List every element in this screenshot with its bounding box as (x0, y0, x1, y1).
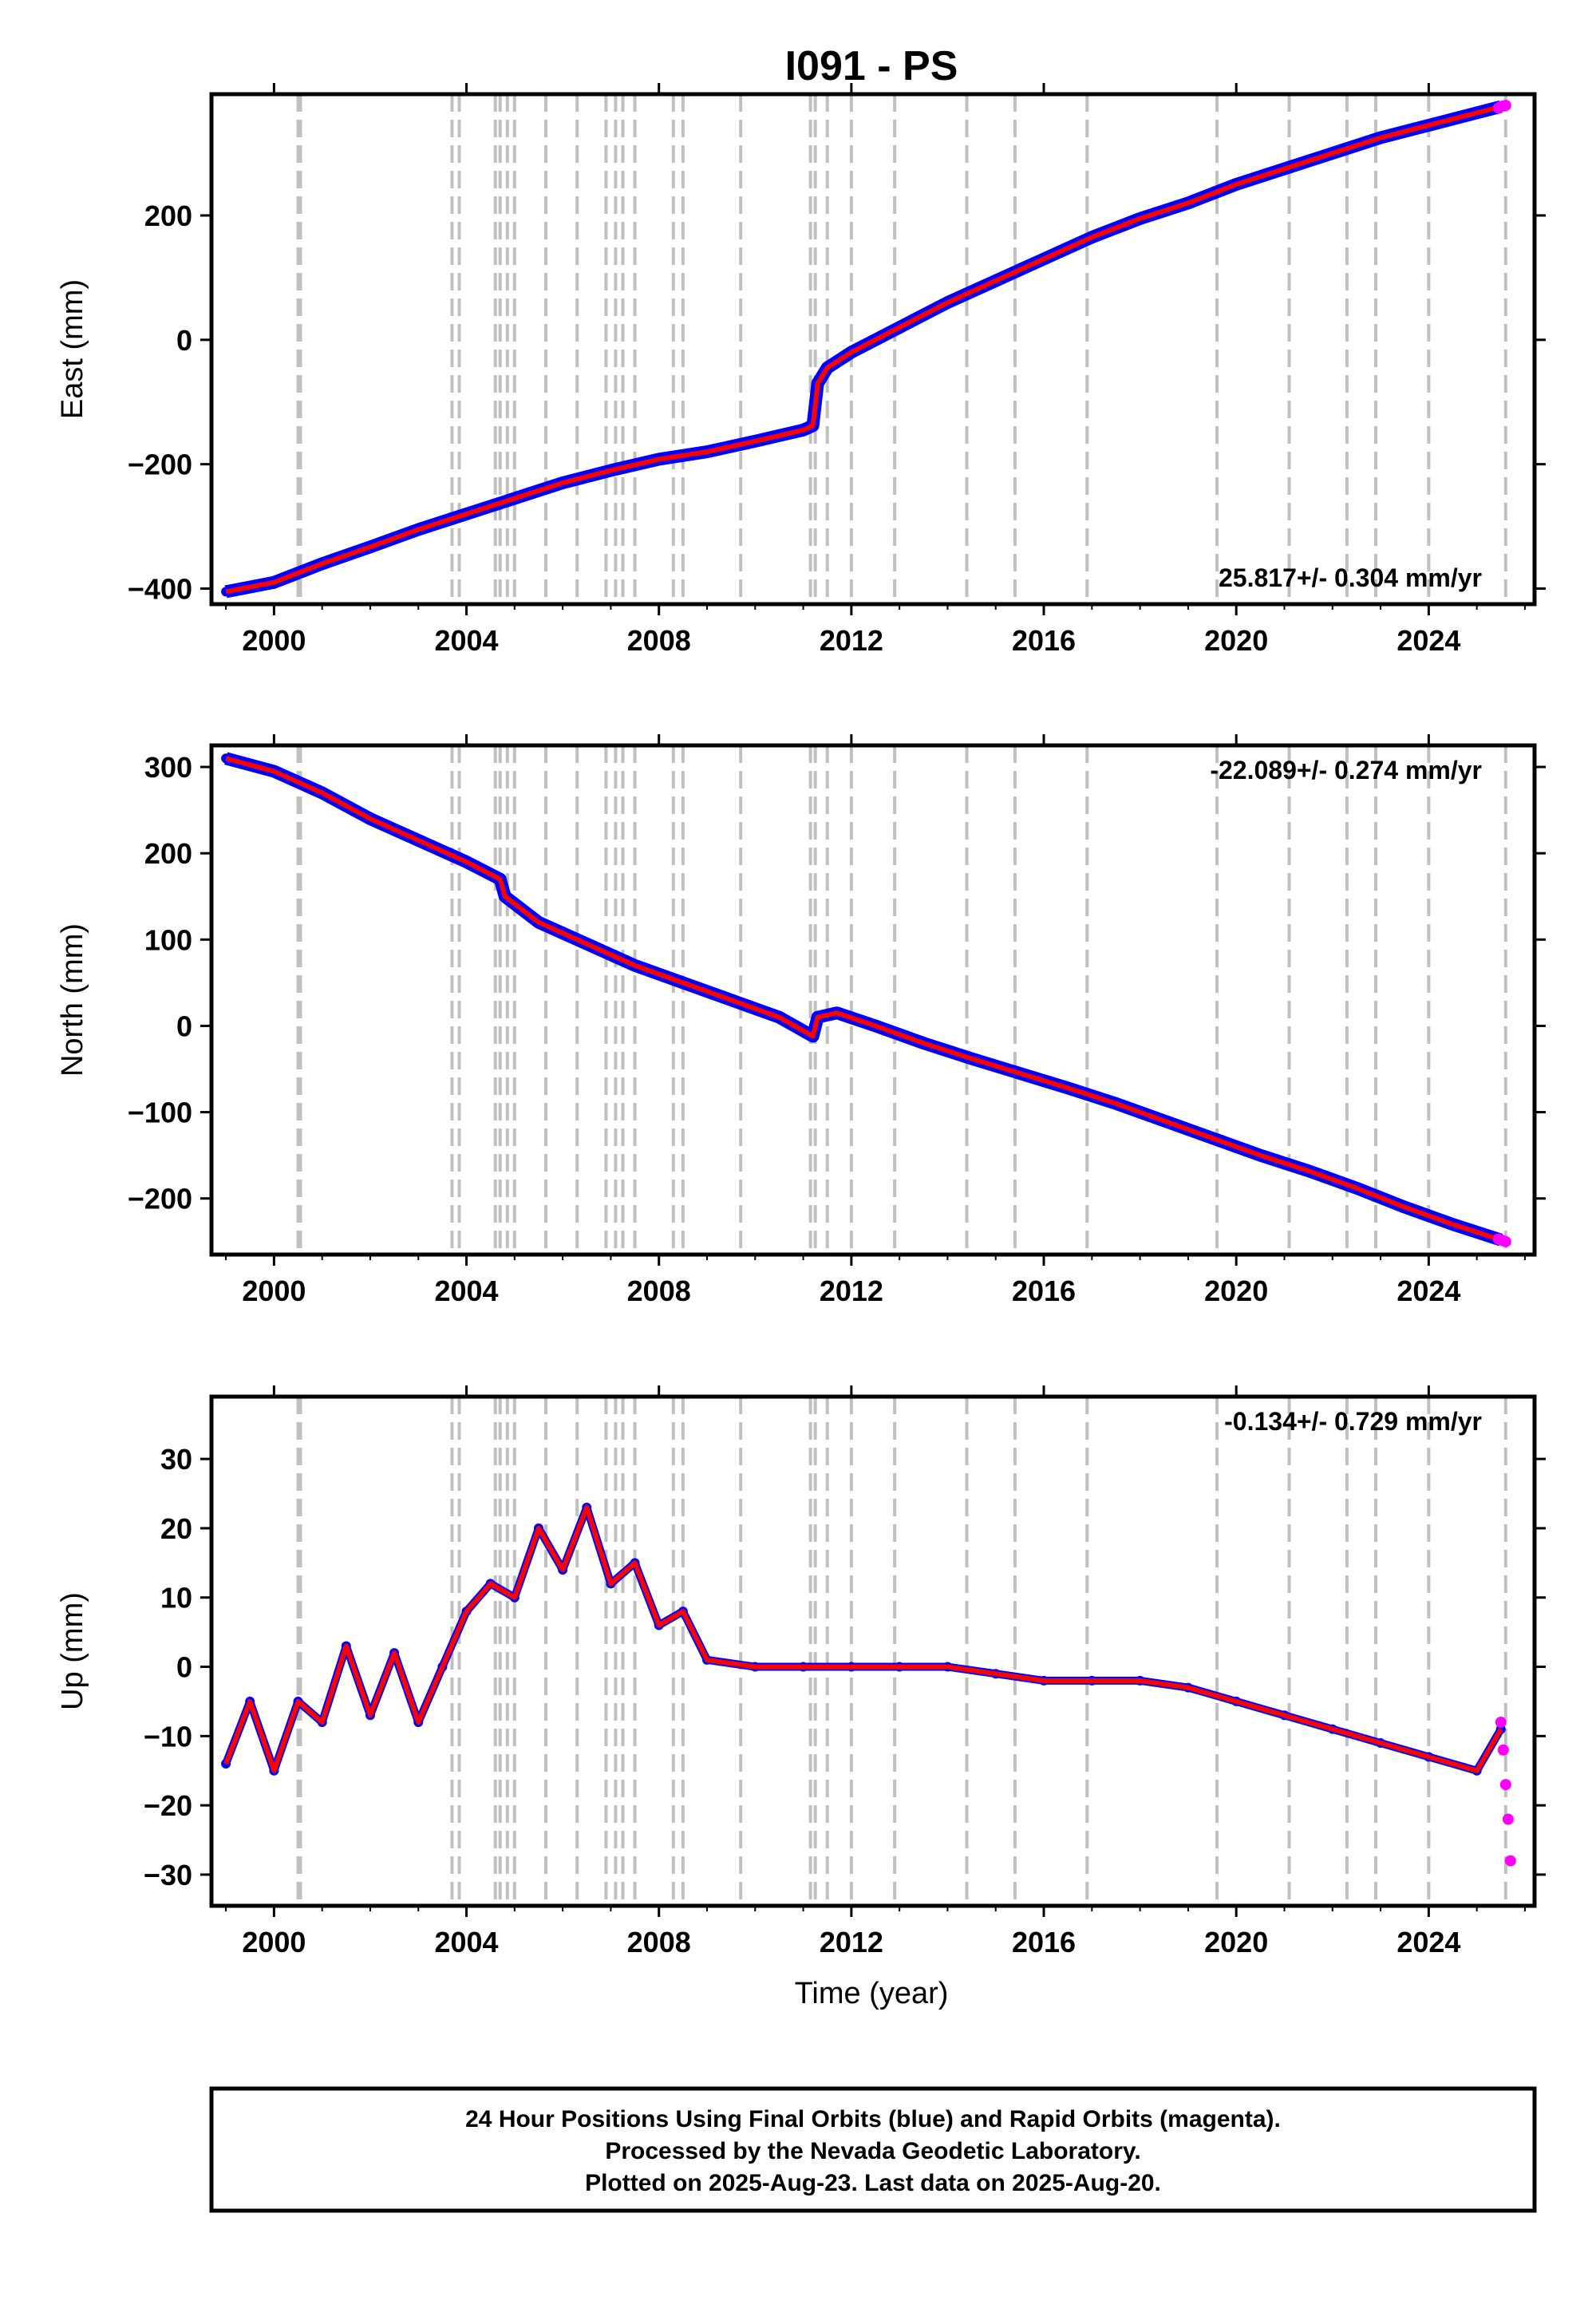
rapid-data-point (1495, 1716, 1507, 1728)
final-orbit-series (221, 1502, 1506, 1776)
x-axis-label: Time (year) (795, 1977, 949, 2010)
plot-frame (209, 92, 1537, 607)
x-tick-label: 2016 (1012, 1275, 1076, 1307)
footer-box: 24 Hour Positions Using Final Orbits (bl… (209, 2086, 1537, 2213)
rapid-orbit-series (1492, 100, 1511, 114)
velocity-rate-label: 25.817+/- 0.304 mm/yr (1219, 563, 1482, 592)
event-lines (296, 745, 1507, 1255)
y-axis-label: East (mm) (56, 279, 89, 419)
rapid-data-point (1499, 1235, 1511, 1247)
rapid-data-point (1502, 1813, 1514, 1825)
y-tick-label: 0 (176, 1651, 192, 1684)
x-tick-label: 2004 (434, 624, 498, 657)
footer-border (209, 2086, 1537, 2213)
y-tick-label: 300 (144, 751, 192, 784)
x-axis: 2000 2004 2008 2012 2016 2020 2024 (225, 83, 1526, 657)
x-tick-label: 2016 (1012, 1926, 1076, 1958)
final-orbit-band (224, 100, 1503, 599)
plot-area (221, 100, 1511, 599)
plot-area (221, 752, 1511, 1247)
x-tick-label: 2000 (242, 1275, 306, 1307)
velocity-rate-label: -22.089+/- 0.274 mm/yr (1210, 756, 1482, 785)
rapid-data-point (1499, 1779, 1511, 1791)
event-lines (296, 1397, 1507, 1906)
x-tick-label: 2012 (820, 1926, 883, 1958)
event-lines (296, 94, 1507, 604)
y-axis: −200 −100 0 100 200 300 (128, 751, 1546, 1215)
up-panel: 2000 2004 2008 2012 2016 2020 2024 −30 −20 −10 0 10… (56, 1385, 1546, 2010)
model-fit-line (223, 1504, 1503, 1773)
plot-area (221, 1502, 1516, 1867)
x-tick-label: 2004 (434, 1275, 498, 1307)
rapid-data-point (1497, 1744, 1509, 1756)
x-tick-label: 2020 (1204, 624, 1268, 657)
x-tick-label: 2008 (627, 624, 691, 657)
x-tick-label: 2020 (1204, 1926, 1268, 1958)
y-tick-label: 0 (176, 1010, 192, 1042)
x-axis: 2000 2004 2008 2012 2016 2020 2024 (225, 1385, 1526, 1958)
final-orbit-series (221, 100, 1506, 599)
x-tick-label: 2000 (242, 1926, 306, 1958)
y-tick-label: 100 (144, 923, 192, 956)
x-tick-label: 2024 (1396, 1926, 1460, 1958)
footer-line-3: Plotted on 2025-Aug-23. Last data on 202… (585, 2170, 1161, 2196)
east-panel: 2000 2004 2008 2012 2016 2020 2024 −400 −200 0 200… (56, 83, 1546, 657)
x-tick-label: 2008 (627, 1275, 691, 1307)
model-fit-line (225, 756, 1502, 1243)
y-axis: −30 −20 −10 0 10 20 30 (144, 1443, 1546, 1891)
final-orbit-band (222, 1503, 1505, 1775)
x-tick-label: 2004 (434, 1926, 498, 1958)
y-tick-label: −200 (128, 449, 192, 481)
y-tick-label: 0 (176, 324, 192, 357)
final-orbit-series (221, 752, 1506, 1247)
footer-line-1: 24 Hour Positions Using Final Orbits (bl… (465, 2106, 1281, 2132)
x-tick-label: 2012 (820, 1275, 883, 1307)
x-tick-label: 2016 (1012, 624, 1076, 657)
rapid-data-point (1504, 1855, 1516, 1867)
y-tick-label: 20 (160, 1512, 192, 1545)
plot-frame (209, 1394, 1537, 1908)
y-tick-label: 30 (160, 1443, 192, 1476)
y-tick-label: −20 (144, 1789, 192, 1822)
y-tick-label: 10 (160, 1582, 192, 1614)
y-tick-label: 200 (144, 837, 192, 870)
y-tick-label: 200 (144, 200, 192, 232)
model-fit-line (225, 104, 1502, 595)
rapid-data-point (1499, 100, 1511, 112)
x-tick-label: 2008 (627, 1926, 691, 1958)
y-tick-label: −10 (144, 1720, 192, 1753)
rapid-orbit-series (1495, 1716, 1516, 1867)
x-tick-label: 2024 (1396, 624, 1460, 657)
north-panel: 2000 2004 2008 2012 2016 2020 2024 −200 −100 0 100… (56, 734, 1546, 1307)
y-tick-label: −400 (128, 573, 192, 606)
y-tick-label: −200 (128, 1183, 192, 1215)
y-tick-label: −100 (128, 1097, 192, 1129)
chart-title: I091 - PS (785, 43, 958, 89)
y-axis-label: Up (mm) (56, 1592, 89, 1710)
plot-frame (209, 743, 1537, 1257)
y-axis-label: North (mm) (56, 923, 89, 1077)
rapid-orbit-series (1492, 1233, 1511, 1247)
y-tick-label: −30 (144, 1859, 192, 1891)
x-tick-label: 2012 (820, 624, 883, 657)
footer-line-2: Processed by the Nevada Geodetic Laborat… (605, 2138, 1140, 2164)
y-axis: −400 −200 0 200 (128, 200, 1546, 606)
x-tick-label: 2020 (1204, 1275, 1268, 1307)
x-axis: 2000 2004 2008 2012 2016 2020 2024 (225, 734, 1526, 1307)
x-tick-label: 2000 (242, 624, 306, 657)
velocity-rate-label: -0.134+/- 0.729 mm/yr (1224, 1407, 1482, 1436)
x-tick-label: 2024 (1396, 1275, 1460, 1307)
